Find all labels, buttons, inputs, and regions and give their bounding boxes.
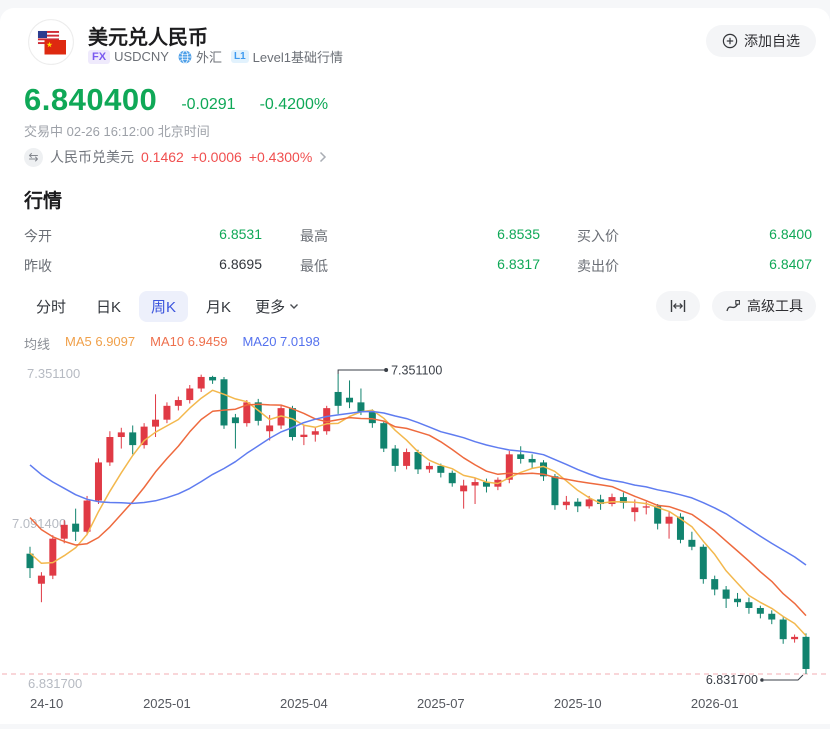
market-cell-low: 最低 6.8317 bbox=[300, 256, 540, 274]
l1-badge: L1 bbox=[230, 50, 249, 63]
add-watchlist-label: 添加自选 bbox=[744, 33, 800, 49]
symbol-code: USDCNY bbox=[114, 49, 169, 64]
tab-weekly-k[interactable]: 周K bbox=[139, 291, 189, 322]
last-price: 6.840400 bbox=[24, 82, 158, 117]
page-title: 美元兑人民币 bbox=[88, 27, 208, 49]
svg-text:6.831700: 6.831700 bbox=[28, 676, 82, 691]
svg-text:7.091400: 7.091400 bbox=[12, 516, 66, 531]
period-tabbar: 分时 日K 周K 月K 更多 bbox=[24, 291, 305, 322]
inverse-change-pct: +0.4300% bbox=[248, 149, 313, 165]
svg-text:2025-01: 2025-01 bbox=[143, 696, 191, 711]
price-change: -0.0291 bbox=[181, 96, 236, 113]
svg-text:6.831700: 6.831700 bbox=[706, 673, 758, 687]
market-cell-ask: 卖出价 6.8407 bbox=[577, 256, 812, 274]
swap-icon: ⇆ bbox=[24, 147, 43, 167]
market-type-label: 外汇 bbox=[195, 50, 222, 65]
advanced-tools-label: 高级工具 bbox=[747, 298, 803, 314]
tab-monthly-k[interactable]: 月K bbox=[206, 299, 232, 316]
tab-more-dropdown[interactable]: 更多 bbox=[249, 291, 305, 322]
inverse-change: +0.0006 bbox=[190, 149, 242, 165]
svg-text:2025-10: 2025-10 bbox=[554, 696, 602, 711]
chevron-right-icon bbox=[320, 151, 327, 163]
advanced-tools-button[interactable]: 高级工具 bbox=[712, 291, 816, 321]
inverse-price: 0.1462 bbox=[141, 149, 184, 165]
fit-width-icon bbox=[670, 300, 686, 312]
add-watchlist-button[interactable]: 添加自选 bbox=[706, 25, 816, 57]
symbol-badges: FX USDCNY 外汇 L1 Level1基础行情 bbox=[88, 47, 343, 66]
chart-tools: 高级工具 bbox=[656, 291, 816, 321]
quote-page: 美元兑人民币 FX USDCNY 外汇 L1 Level1基础行情 添加自 bbox=[0, 8, 830, 724]
tab-daily-k[interactable]: 日K bbox=[96, 299, 122, 316]
kline-svg: 7.351100 7.091400 6.831700 24-10 2025-01 2025… bbox=[2, 364, 828, 711]
trading-status: 交易中 02-26 16:12:00 北京时间 bbox=[24, 124, 210, 139]
inverse-pair-label: 人民币兑美元 bbox=[50, 149, 134, 165]
svg-text:24-10: 24-10 bbox=[30, 696, 63, 711]
market-cell-prev-close: 昨收 6.8695 bbox=[24, 256, 262, 274]
level-group: L1 Level1基础行情 bbox=[230, 47, 343, 66]
svg-text:2025-07: 2025-07 bbox=[417, 696, 465, 711]
svg-text:2025-04: 2025-04 bbox=[280, 696, 328, 711]
ma20-legend: MA20 7.0198 bbox=[242, 334, 320, 349]
svg-text:7.351100: 7.351100 bbox=[391, 364, 442, 378]
svg-text:7.351100: 7.351100 bbox=[27, 366, 80, 381]
market-cell-high: 最高 6.8535 bbox=[300, 226, 540, 244]
ma5-legend: MA5 6.9097 bbox=[65, 334, 136, 349]
chevron-down-icon bbox=[290, 304, 299, 309]
ma10-legend: MA10 6.9459 bbox=[150, 334, 228, 349]
market-section-title: 行情 bbox=[24, 191, 63, 212]
svg-text:2026-01: 2026-01 bbox=[691, 696, 739, 711]
fx-symbol-group: FX USDCNY bbox=[88, 49, 169, 64]
candlestick-chart[interactable]: 7.351100 7.091400 6.831700 24-10 2025-01 2025… bbox=[0, 358, 830, 724]
market-type-group: 外汇 bbox=[178, 47, 222, 66]
price-change-pct: -0.4200% bbox=[259, 96, 329, 113]
quote-block: 6.840400 -0.0291 -0.4200% bbox=[24, 82, 328, 118]
market-cell-open: 今开 6.8531 bbox=[24, 226, 262, 244]
inverse-pair-row[interactable]: ⇆ 人民币兑美元 0.1462 +0.0006 +0.4300% bbox=[24, 147, 327, 167]
circle-plus-icon bbox=[722, 33, 738, 49]
more-label: 更多 bbox=[255, 299, 286, 316]
market-cell-bid: 买入价 6.8400 bbox=[577, 226, 812, 244]
globe-icon bbox=[178, 50, 192, 63]
usdcny-flags-avatar bbox=[28, 19, 74, 65]
draw-tool-icon bbox=[726, 299, 740, 311]
tab-timeline[interactable]: 分时 bbox=[36, 299, 67, 316]
fx-badge: FX bbox=[88, 49, 111, 64]
cn-flag-icon bbox=[44, 40, 66, 55]
ma-legend: 均线 MA5 6.9097 MA10 6.9459 MA20 7.0198 bbox=[24, 334, 320, 353]
level-label: Level1基础行情 bbox=[252, 50, 343, 65]
ma-legend-title: 均线 bbox=[24, 337, 51, 352]
fit-width-button[interactable] bbox=[656, 291, 700, 321]
